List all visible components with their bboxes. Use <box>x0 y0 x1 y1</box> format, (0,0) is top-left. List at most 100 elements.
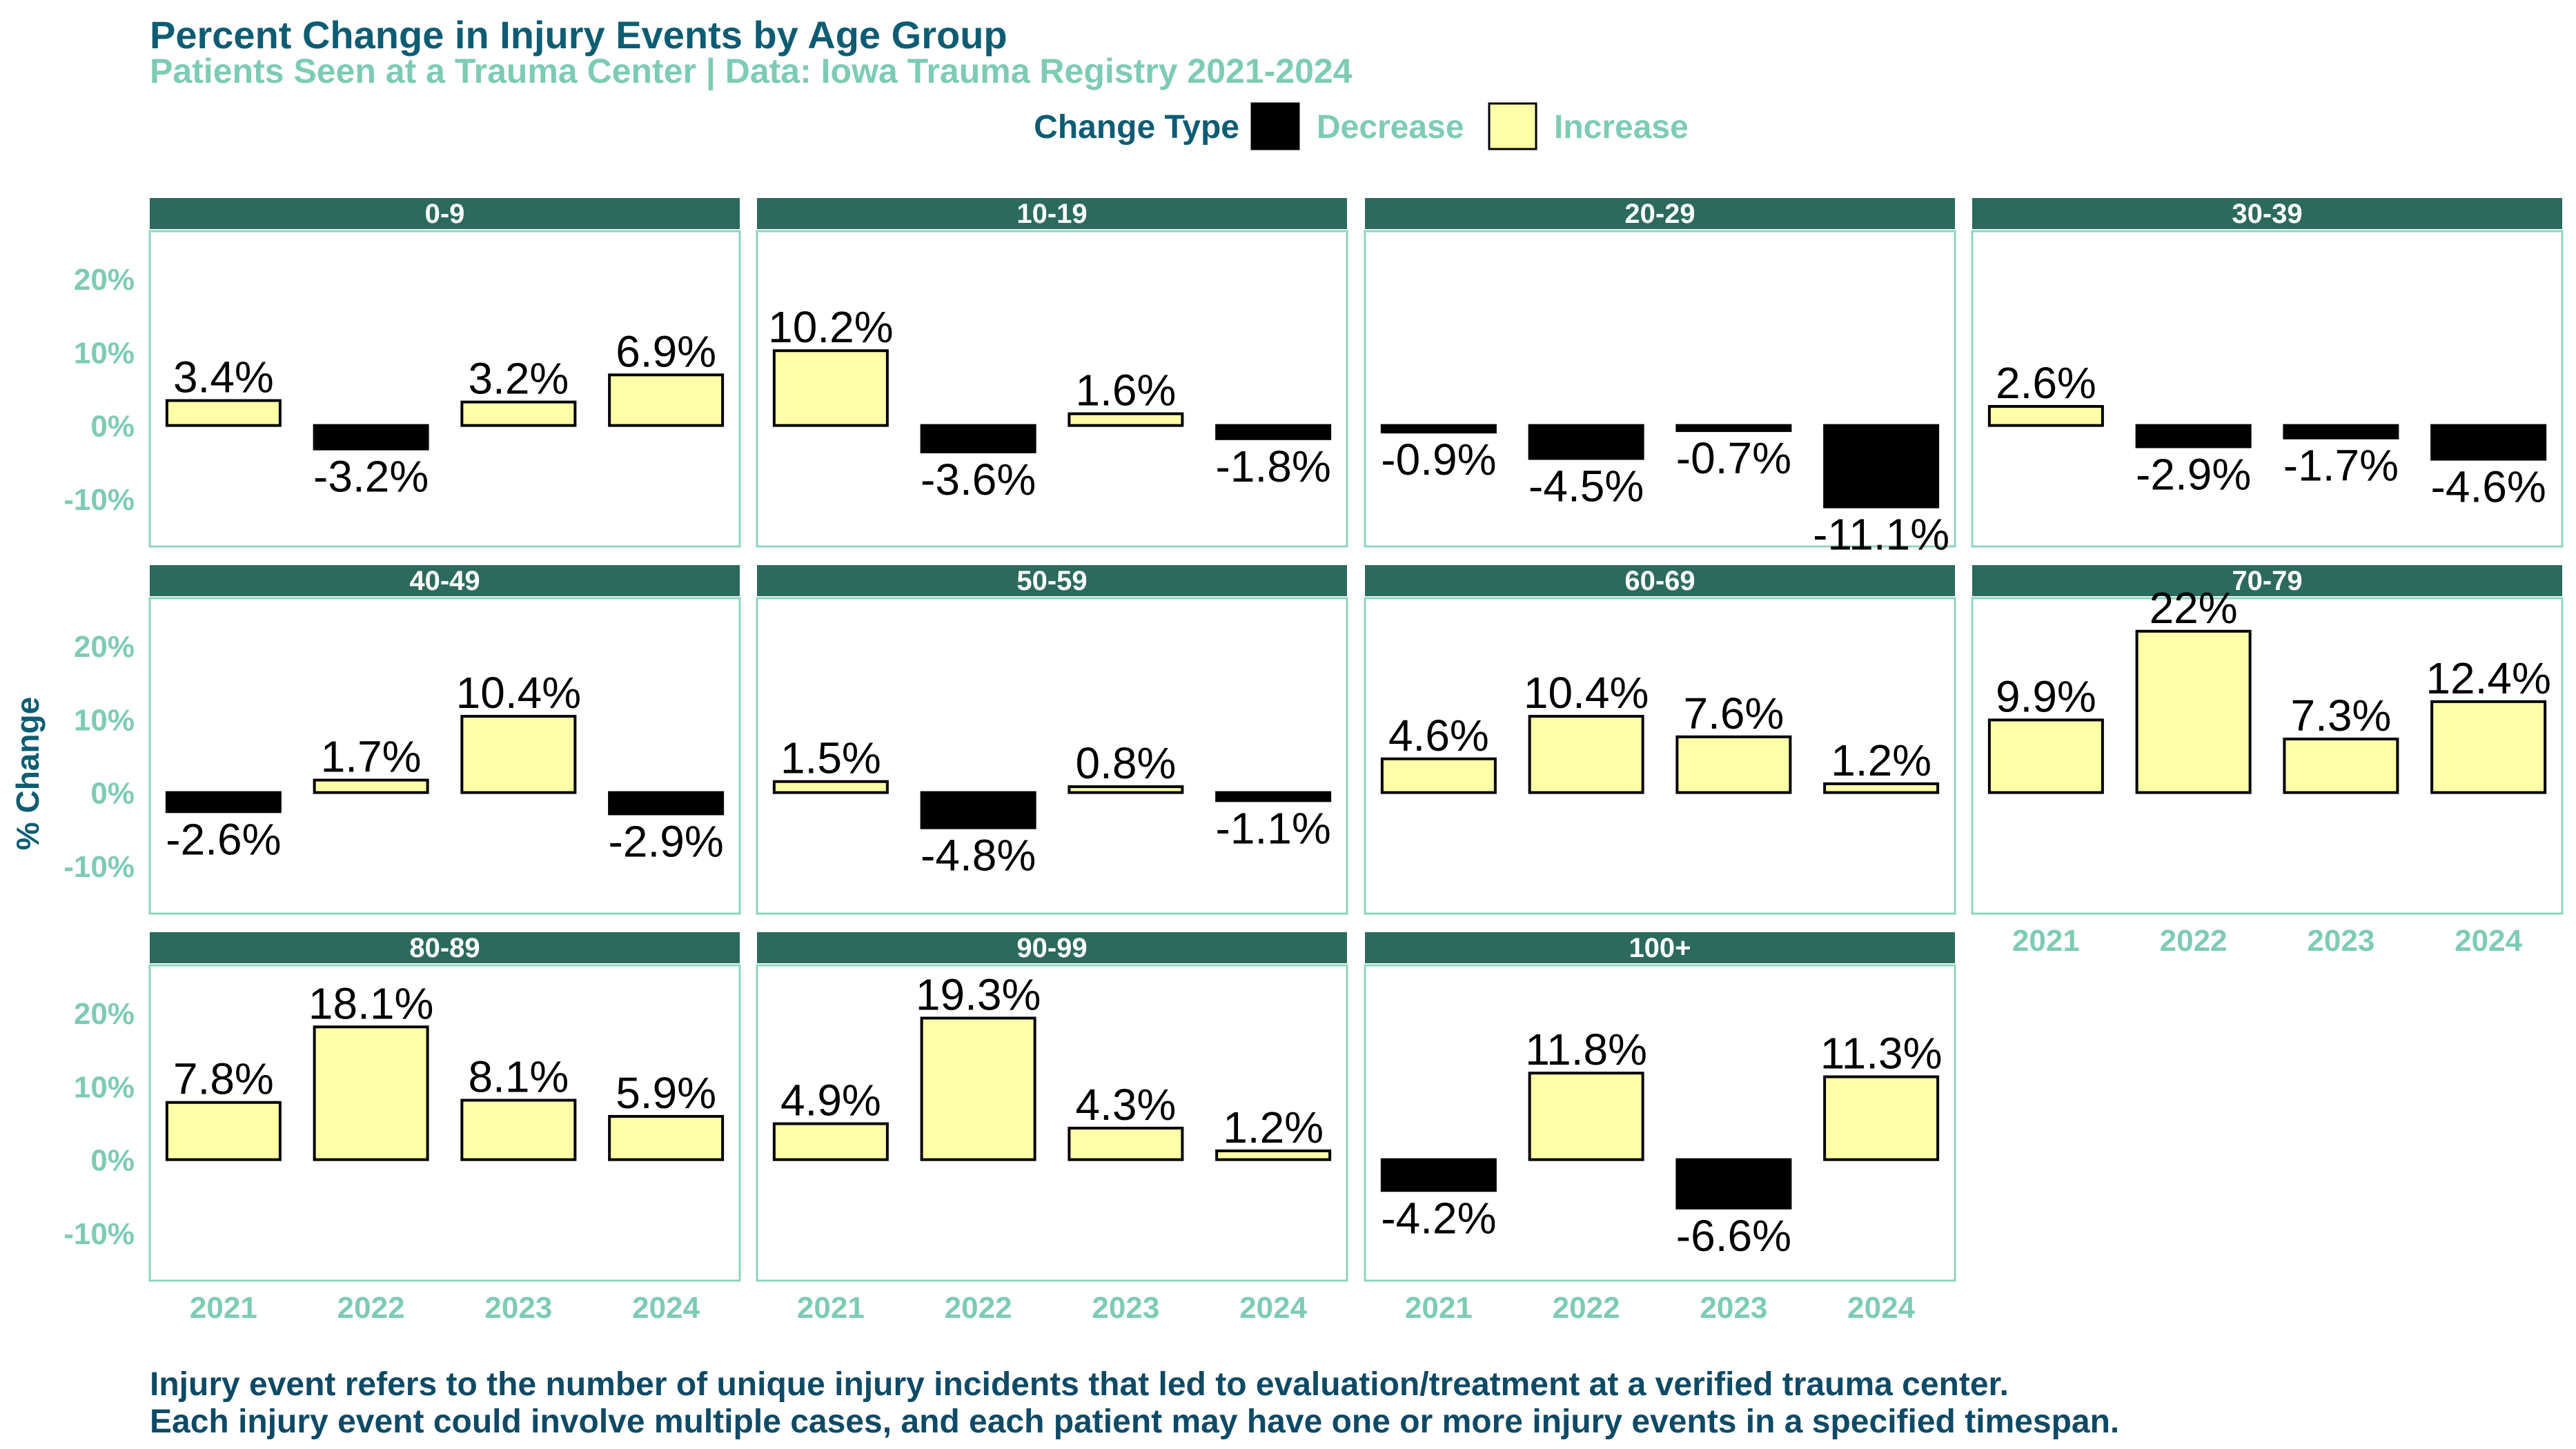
bar-50-59-2024 <box>1215 791 1332 802</box>
bar-70-79-2021 <box>1987 718 2104 794</box>
x-tick-label: 2022 <box>945 1291 1012 1325</box>
y-tick-label: 10% <box>74 1070 135 1104</box>
data-label: -1.1% <box>1216 803 1331 853</box>
panel-border <box>1971 230 2564 548</box>
facet-strip-30-39 <box>1972 198 2562 229</box>
bar-80-89-2021 <box>165 1101 282 1161</box>
facet-strip-label: 70-79 <box>2232 566 2302 596</box>
facet-panel-40-49: 40-49 -10% 0% 10% 20% -2.6% 1.7% 10.4% -2.9% <box>63 565 741 915</box>
data-label: 6.9% <box>616 326 716 376</box>
bar-10-19-2024 <box>1215 424 1332 440</box>
caption-line-1: Injury event refers to the number of uni… <box>150 1366 2009 1403</box>
bar-10-19-2021 <box>772 349 889 427</box>
legend-label: Increase <box>1554 109 1689 146</box>
x-tick-label: 2023 <box>2307 924 2375 958</box>
chart-title: Percent Change in Injury Events by Age G… <box>150 13 1007 57</box>
bar-20-29-2024 <box>1823 424 1940 509</box>
bar-20-29-2022 <box>1528 424 1644 460</box>
panel-border <box>1971 597 2564 915</box>
bar-90-99-2023 <box>1068 1126 1184 1161</box>
panel-border <box>756 597 1348 915</box>
data-label: 18.1% <box>308 978 433 1028</box>
data-label: 1.2% <box>1831 736 1931 785</box>
panel-border <box>1364 597 1956 915</box>
facet-panel-90-99: 90-99 4.9% 19.3% 4.3% 1.2% 2021 2022 2023 2024 <box>756 932 1348 1325</box>
legend-key-increase <box>1488 102 1537 150</box>
data-label: -4.8% <box>921 831 1036 880</box>
data-label: -11.1% <box>1813 510 1949 560</box>
y-tick-label: 20% <box>74 630 135 664</box>
y-axis-label: % Change <box>10 697 46 850</box>
panel-border <box>148 230 741 548</box>
data-label: -4.5% <box>1528 461 1644 511</box>
facet-strip-90-99 <box>757 932 1347 963</box>
facet-strip-10-19 <box>757 198 1347 229</box>
bar-30-39-2021 <box>1987 405 2104 427</box>
bar-90-99-2024 <box>1215 1149 1332 1161</box>
facet-strip-label: 40-49 <box>409 566 480 596</box>
bar-20-29-2023 <box>1675 424 1792 433</box>
data-label: 5.9% <box>616 1068 716 1118</box>
x-tick-label: 2021 <box>2012 924 2080 958</box>
y-tick-label: -10% <box>63 850 135 884</box>
x-tick-label: 2021 <box>1405 1291 1473 1325</box>
bar-60-69-2023 <box>1675 735 1792 794</box>
data-label: 11.3% <box>1820 1029 1943 1078</box>
legend-label: Decrease <box>1317 109 1464 146</box>
facet-strip-20-29 <box>1365 198 1955 229</box>
x-tick-label: 2024 <box>2455 924 2522 958</box>
data-label: -1.8% <box>1216 442 1331 491</box>
data-label: 1.5% <box>780 733 881 783</box>
facet-strip-label: 0-9 <box>425 199 465 229</box>
legend-item-increase: Increase <box>1488 102 1689 150</box>
data-label: 0.8% <box>1075 738 1176 788</box>
data-label: 9.9% <box>1996 671 2096 721</box>
x-tick-label: 2023 <box>484 1291 552 1325</box>
chart-subtitle: Patients Seen at a Trauma Center | Data:… <box>150 52 1353 91</box>
facet-strip-40-49 <box>150 565 740 596</box>
facet-panel-0-9: 0-9 -10% 0% 10% 20% 3.4% -3.2% 3.2% 6.9% <box>63 198 741 548</box>
data-label: -3.2% <box>313 452 429 502</box>
legend-key-decrease <box>1250 102 1300 150</box>
bar-0-9-2023 <box>460 400 577 427</box>
bar-30-39-2022 <box>2135 424 2252 448</box>
facet-strip-label: 50-59 <box>1016 566 1087 596</box>
data-label: 11.8% <box>1525 1025 1647 1074</box>
facet-panel-50-59: 50-59 1.5% -4.8% 0.8% -1.1% <box>756 565 1348 915</box>
y-tick-label: 0% <box>90 1144 135 1178</box>
data-label: -4.6% <box>2431 462 2546 512</box>
bar-60-69-2022 <box>1528 715 1644 794</box>
facet-strip-label: 100+ <box>1629 933 1691 963</box>
bar-100plus-2024 <box>1823 1075 1940 1161</box>
x-tick-label: 2023 <box>1700 1291 1767 1325</box>
data-label: -2.9% <box>2136 449 2251 499</box>
bar-20-29-2021 <box>1380 424 1497 434</box>
bar-70-79-2022 <box>2135 629 2252 794</box>
bar-40-49-2021 <box>165 791 282 814</box>
data-label: 8.1% <box>468 1052 569 1102</box>
data-label: -2.6% <box>166 814 281 864</box>
facet-panel-80-89: 80-89 -10% 0% 10% 20% 7.8% 18.1% 8.1% 5.9% 2021 20… <box>63 932 741 1325</box>
bar-50-59-2023 <box>1068 785 1184 794</box>
x-tick-label: 2024 <box>632 1291 700 1325</box>
bar-90-99-2022 <box>920 1016 1036 1161</box>
x-tick-label: 2022 <box>1553 1291 1620 1325</box>
data-label: 1.7% <box>321 732 422 782</box>
x-tick-label: 2024 <box>1239 1291 1307 1325</box>
bar-10-19-2023 <box>1068 412 1184 427</box>
panel-border <box>756 230 1348 548</box>
facet-panel-70-79: 70-79 9.9% 22% 7.3% 12.4% 2021 2022 2023 2024 <box>1971 565 2564 958</box>
y-tick-label: 0% <box>90 777 135 811</box>
bar-0-9-2021 <box>165 399 282 427</box>
facet-strip-label: 60-69 <box>1624 566 1695 596</box>
data-label: -0.9% <box>1381 435 1496 484</box>
bar-80-89-2024 <box>608 1114 725 1161</box>
facet-panel-60-69: 60-69 4.6% 10.4% 7.6% 1.2% <box>1364 565 1956 915</box>
data-label: 2.6% <box>1996 358 2096 408</box>
data-label: 19.3% <box>916 970 1041 1020</box>
facet-strip-60-69 <box>1365 565 1955 596</box>
bar-100plus-2023 <box>1675 1158 1792 1210</box>
caption-line-2: Each injury event could involve multiple… <box>150 1403 2119 1440</box>
facet-strip-label: 10-19 <box>1016 199 1087 229</box>
panel-border <box>148 597 741 915</box>
